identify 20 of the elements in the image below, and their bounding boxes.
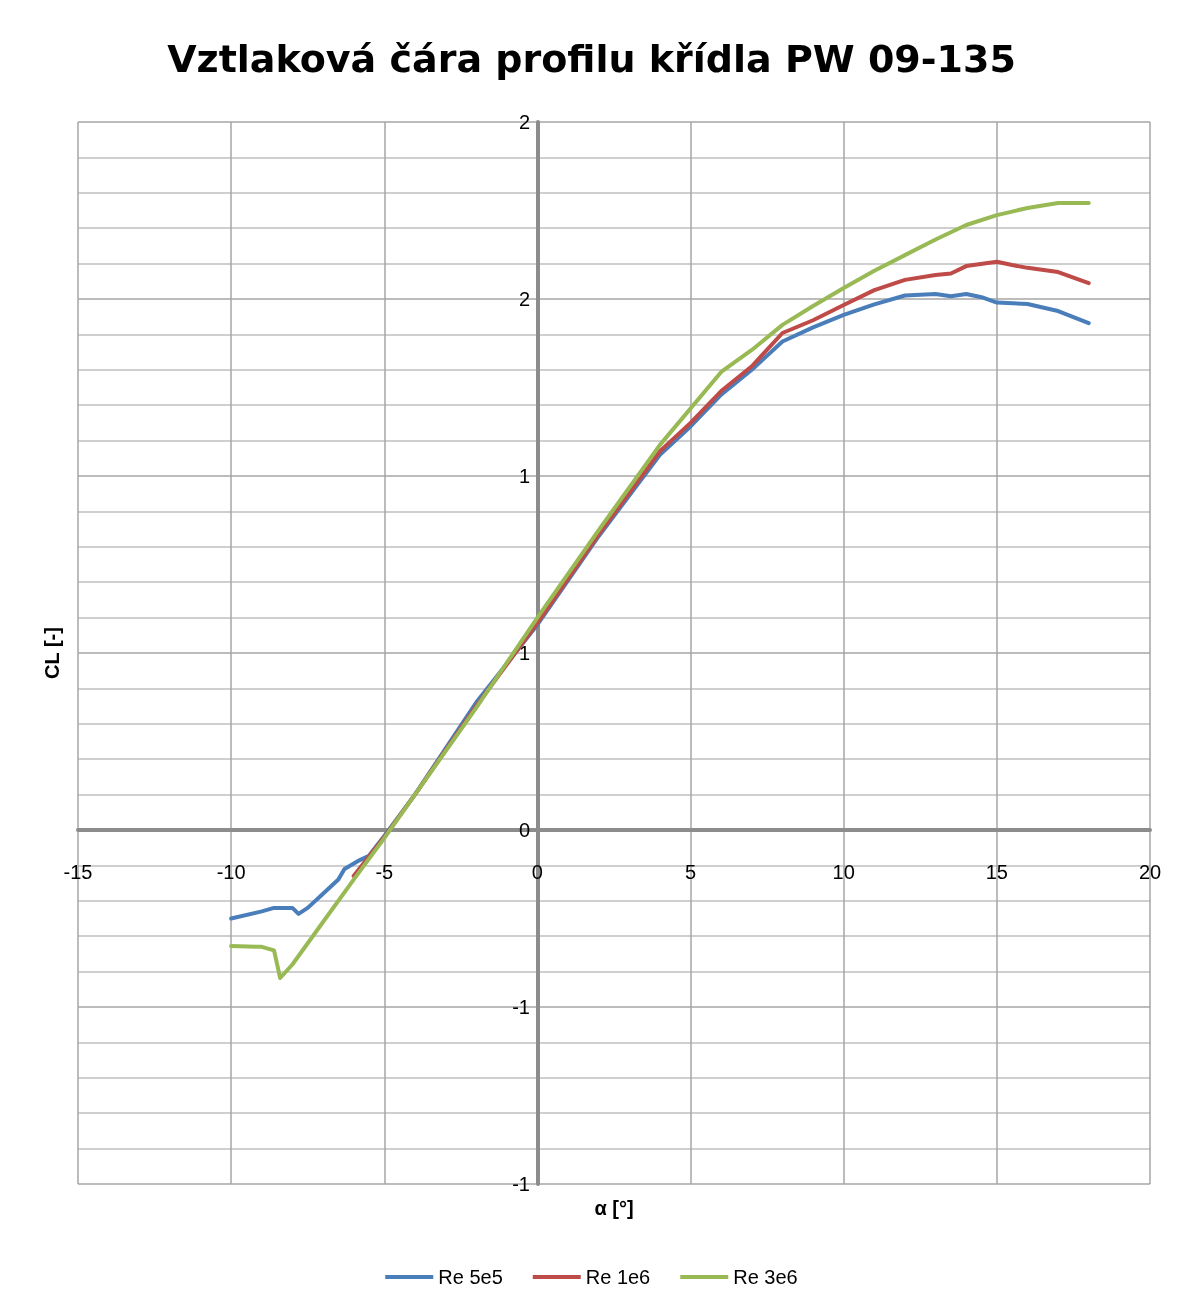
y-tick-label: 0 [518,819,530,841]
y-tick-label: 1 [518,465,530,487]
x-tick-label: 15 [985,861,1008,883]
y-tick-label: 2 [518,111,530,133]
x-tick-label: 20 [1138,861,1162,883]
legend-label: Re 5e5 [438,1266,503,1288]
y-tick-label: 1 [518,642,530,664]
x-tick-label: -15 [63,861,93,883]
y-axis-title: CL [-] [41,627,63,679]
x-tick-label: -10 [216,861,246,883]
x-tick-label: 5 [685,861,697,883]
y-tick-label: -1 [512,1173,530,1195]
chart-title: Vztlaková čára profilu křídla PW 09-135 [167,37,1016,81]
y-tick-label: -1 [512,996,530,1018]
x-axis-title: α [°] [594,1197,634,1219]
legend-label: Re 3e6 [733,1266,798,1288]
x-tick-label: -5 [375,861,394,883]
legend-label: Re 1e6 [585,1266,651,1288]
y-tick-label: 2 [518,288,530,310]
x-tick-label: 10 [832,861,855,883]
